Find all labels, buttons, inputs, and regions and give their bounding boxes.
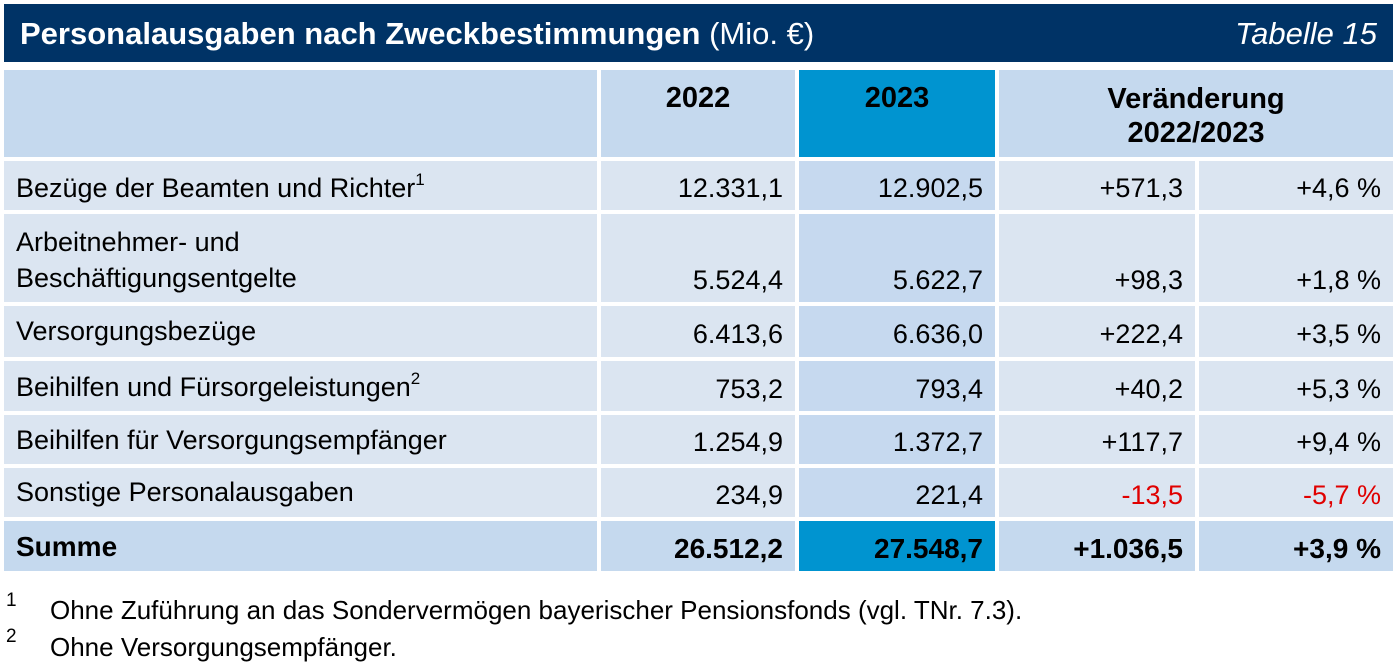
table-number: Tabelle 15 xyxy=(1235,16,1377,51)
cell-change-abs: -13,5 xyxy=(999,468,1195,517)
row-label: Arbeitnehmer- und Beschäftigungsentgelte xyxy=(4,214,597,302)
cell-2022: 6.413,6 xyxy=(601,306,795,357)
row-label-line2: Beschäftigungsentgelte xyxy=(16,263,297,293)
cell-change-abs: +40,2 xyxy=(999,361,1195,411)
cell-2023: 221,4 xyxy=(799,468,995,517)
cell-2022: 1.254,9 xyxy=(601,415,795,464)
sum-change-abs: +1.036,5 xyxy=(999,521,1195,571)
table-title-bar: Personalausgaben nach Zweckbestimmungen … xyxy=(4,4,1393,62)
row-label-line1: Arbeitnehmer- und xyxy=(16,227,240,257)
table-title: Personalausgaben nach Zweckbestimmungen … xyxy=(20,16,814,52)
cell-change-pct: +1,8 % xyxy=(1199,214,1393,302)
footnote-text: Ohne Zuführung an das Sondervermögen bay… xyxy=(50,595,1023,625)
header-change-line1: Veränderung xyxy=(1107,83,1285,115)
row-label: Beihilfen und Fürsorgeleistungen2 xyxy=(4,361,597,411)
sum-2023: 27.548,7 xyxy=(799,521,995,571)
cell-change-pct: +5,3 % xyxy=(1199,361,1393,411)
row-label-text: Bezüge der Beamten und Richter xyxy=(16,173,416,203)
header-2022: 2022 xyxy=(601,70,795,157)
footnote-number: 1 xyxy=(6,590,17,611)
footnote-number: 2 xyxy=(6,626,17,647)
cell-change-abs: +98,3 xyxy=(999,214,1195,302)
header-label-cell xyxy=(4,70,597,157)
cell-2022: 12.331,1 xyxy=(601,161,795,210)
cell-2023: 1.372,7 xyxy=(799,415,995,464)
cell-change-abs: +571,3 xyxy=(999,161,1195,210)
cell-change-pct: +9,4 % xyxy=(1199,415,1393,464)
title-main: Personalausgaben nach Zweckbestimmungen xyxy=(20,16,701,51)
row-label: Versorgungsbezüge xyxy=(4,306,597,357)
footnote-ref: 2 xyxy=(410,369,421,388)
header-2023-text: 2023 xyxy=(864,82,930,114)
cell-change-pct: +3,5 % xyxy=(1199,306,1393,357)
footnote-text: Ohne Versorgungsempfänger. xyxy=(50,632,397,662)
header-change: Veränderung 2022/2023 xyxy=(999,70,1393,157)
row-label: Bezüge der Beamten und Richter1 xyxy=(4,161,597,210)
cell-change-abs: +222,4 xyxy=(999,306,1195,357)
cell-2022: 234,9 xyxy=(601,468,795,517)
header-2022-text: 2022 xyxy=(665,82,731,114)
sum-2022: 26.512,2 xyxy=(601,521,795,571)
cell-change-pct: -5,7 % xyxy=(1199,468,1393,517)
cell-change-pct: +4,6 % xyxy=(1199,161,1393,210)
header-2023: 2023 xyxy=(799,70,995,157)
cell-2023: 12.902,5 xyxy=(799,161,995,210)
row-label: Beihilfen für Versorgungsempfänger xyxy=(4,415,597,464)
footnote-ref: 1 xyxy=(415,170,425,189)
sum-change-pct: +3,9 % xyxy=(1199,521,1393,571)
sum-label: Summe xyxy=(4,521,597,571)
row-label: Sonstige Personalausgaben xyxy=(4,468,597,517)
row-label-text: Beihilfen und Fürsorgeleistungen xyxy=(16,372,411,402)
header-change-line2: 2022/2023 xyxy=(1127,117,1265,149)
cell-2023: 5.622,7 xyxy=(799,214,995,302)
cell-change-abs: +117,7 xyxy=(999,415,1195,464)
cell-2022: 753,2 xyxy=(601,361,795,411)
cell-2023: 6.636,0 xyxy=(799,306,995,357)
cell-2023: 793,4 xyxy=(799,361,995,411)
title-unit: (Mio. €) xyxy=(709,16,815,51)
cell-2022: 5.524,4 xyxy=(601,214,795,302)
